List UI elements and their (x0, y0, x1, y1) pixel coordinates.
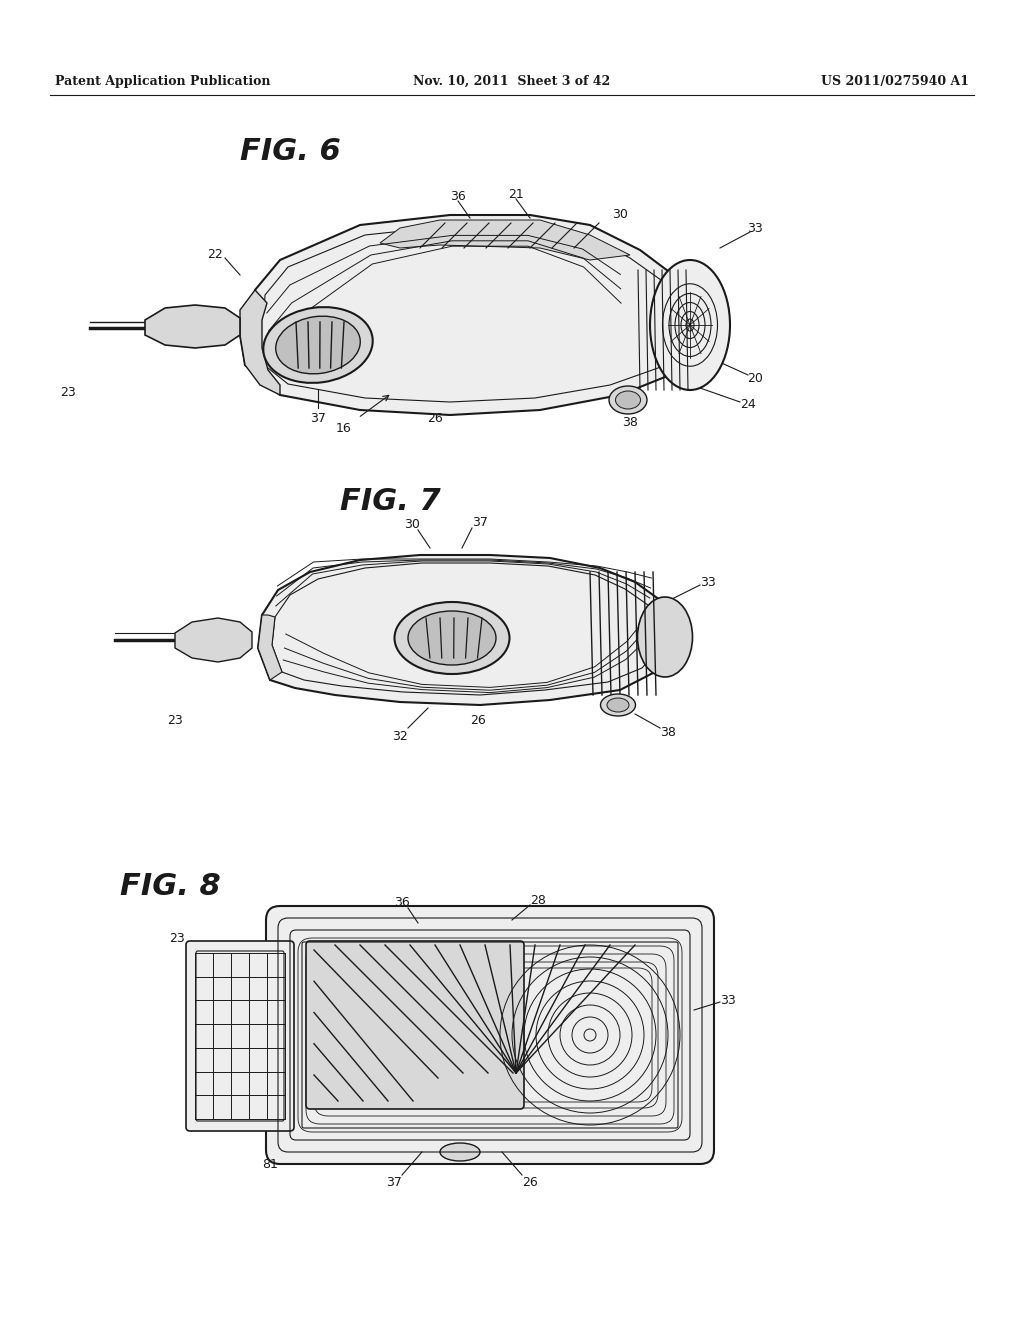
Text: 23: 23 (169, 932, 185, 945)
Text: 37: 37 (472, 516, 488, 529)
Text: US 2011/0275940 A1: US 2011/0275940 A1 (821, 75, 969, 88)
Text: 23: 23 (60, 385, 76, 399)
Text: 36: 36 (451, 190, 466, 203)
Text: 37: 37 (386, 1176, 402, 1188)
Ellipse shape (263, 308, 373, 383)
Text: Nov. 10, 2011  Sheet 3 of 42: Nov. 10, 2011 Sheet 3 of 42 (414, 75, 610, 88)
Text: FIG. 7: FIG. 7 (340, 487, 440, 516)
Polygon shape (240, 215, 695, 414)
Ellipse shape (600, 694, 636, 715)
Polygon shape (240, 290, 280, 395)
FancyBboxPatch shape (266, 906, 714, 1164)
FancyBboxPatch shape (186, 941, 294, 1131)
Ellipse shape (609, 385, 647, 414)
Text: 33: 33 (700, 576, 716, 589)
Text: 30: 30 (612, 209, 628, 222)
Text: 33: 33 (748, 223, 763, 235)
Text: 22: 22 (207, 248, 223, 260)
Polygon shape (272, 564, 660, 696)
Text: 23: 23 (167, 714, 183, 726)
Ellipse shape (394, 602, 510, 675)
Text: 32: 32 (392, 730, 408, 742)
Text: 28: 28 (530, 894, 546, 907)
Polygon shape (380, 220, 630, 260)
Ellipse shape (440, 1143, 480, 1162)
Ellipse shape (408, 611, 496, 665)
Text: 26: 26 (470, 714, 485, 726)
Text: 30: 30 (404, 519, 420, 532)
Polygon shape (145, 305, 240, 348)
Ellipse shape (638, 597, 692, 677)
Polygon shape (255, 226, 680, 403)
Text: 26: 26 (522, 1176, 538, 1188)
Text: 37: 37 (310, 412, 326, 425)
Text: 16: 16 (336, 421, 352, 434)
FancyBboxPatch shape (306, 941, 524, 1109)
Polygon shape (258, 615, 282, 680)
Text: 20: 20 (748, 371, 763, 384)
Text: Patent Application Publication: Patent Application Publication (55, 75, 270, 88)
Text: 21: 21 (508, 189, 524, 202)
Text: 38: 38 (622, 416, 638, 429)
Ellipse shape (650, 260, 730, 389)
Text: FIG. 6: FIG. 6 (240, 137, 341, 166)
Text: FIG. 8: FIG. 8 (120, 873, 221, 902)
Text: 38: 38 (660, 726, 676, 738)
Polygon shape (175, 618, 252, 663)
Text: 33: 33 (720, 994, 736, 1006)
Ellipse shape (275, 317, 360, 374)
Text: 81: 81 (262, 1159, 278, 1172)
Ellipse shape (615, 391, 640, 409)
Ellipse shape (607, 698, 629, 711)
Text: 24: 24 (740, 399, 756, 412)
Polygon shape (258, 554, 675, 705)
Text: 36: 36 (394, 896, 410, 909)
Text: 26: 26 (427, 412, 442, 425)
